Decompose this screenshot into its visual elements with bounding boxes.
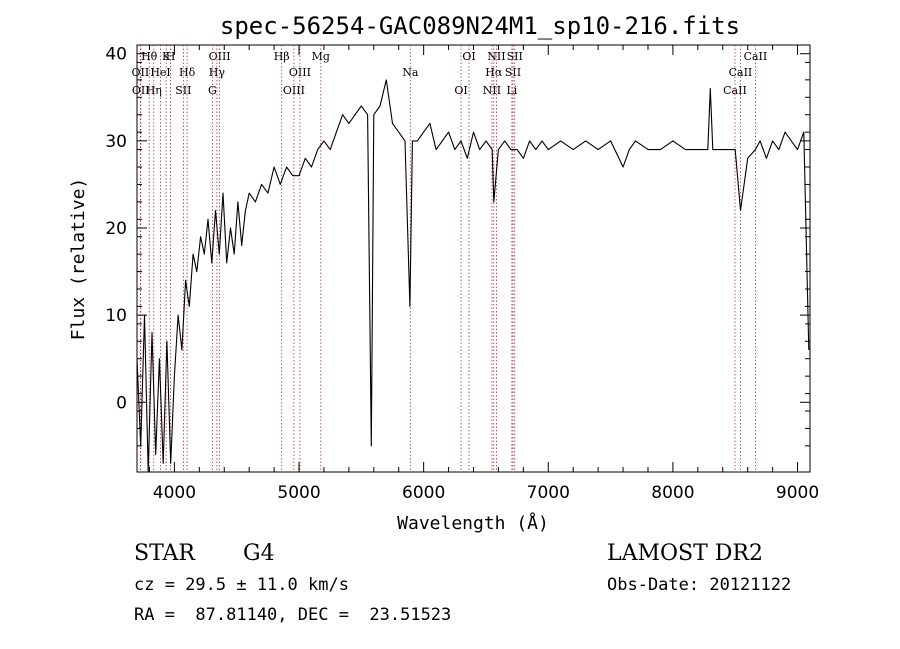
x-tick-label: 9000 [776, 483, 819, 503]
redshift-cz: cz = 29.5 ± 11.0 km/s [134, 575, 349, 595]
line-id-label: CaII [723, 84, 747, 97]
line-id-label: OII [132, 66, 150, 79]
line-id-label: Na [402, 66, 419, 79]
line-id-markers: HθOIIOIIKHeIHηHHδSIIOIIIHγGHβOIIIOIIIMgN… [132, 45, 768, 472]
line-id-label: Hη [146, 84, 162, 97]
x-tick-label: 5000 [277, 483, 320, 503]
line-id-label: HeI [150, 66, 170, 79]
y-tick-label: 20 [105, 219, 127, 239]
line-id-label: CaII [744, 50, 768, 63]
y-axis-label: Flux (relative) [68, 178, 89, 341]
line-id-label: G [208, 84, 217, 97]
line-id-label: SII [175, 84, 191, 97]
x-tick-label: 8000 [651, 483, 694, 503]
x-axis-label: Wavelength (Å) [397, 512, 549, 534]
line-id-label: OI [454, 84, 467, 97]
line-id-label: OIII [283, 84, 305, 97]
line-id-label: Mg [312, 50, 330, 63]
line-id-label: SII [505, 66, 521, 79]
line-id-label: Hθ [141, 50, 158, 63]
line-id-label: OI [462, 50, 475, 63]
line-id-label: OIII [209, 50, 231, 63]
line-id-label: NII [487, 50, 505, 63]
x-tick-label: 7000 [527, 483, 570, 503]
x-tick-label: 4000 [153, 483, 196, 503]
spectrum-series [136, 79, 810, 473]
axis-ticks: 4000 5000 6000 7000 8000 9000 0 10 20 30 40 [105, 45, 819, 503]
line-id-label: Li [506, 84, 517, 97]
survey-name: LAMOST DR2 [607, 541, 763, 566]
line-id-label: Hβ [274, 50, 290, 63]
line-id-label: H [166, 50, 176, 63]
line-id-label: NII [483, 84, 501, 97]
line-id-label: Hα [485, 66, 503, 79]
line-id-label: Hδ [179, 66, 196, 79]
coordinates: RA = 87.81140, DEC = 23.51523 [134, 605, 451, 625]
chart-title: spec-56254-GAC089N24M1_sp10-216.fits [220, 12, 740, 40]
observation-date: Obs-Date: 20121122 [607, 575, 791, 595]
line-id-label: Hγ [209, 66, 226, 79]
object-class: STAR [134, 541, 196, 566]
line-id-label: OIII [289, 66, 311, 79]
y-tick-label: 40 [105, 45, 127, 65]
object-subclass: G4 [243, 541, 275, 566]
line-id-label: OII [132, 84, 150, 97]
y-tick-label: 0 [116, 393, 127, 413]
line-id-label: K [162, 50, 171, 63]
y-tick-label: 10 [105, 306, 127, 326]
line-id-label: SII [507, 50, 523, 63]
y-tick-label: 30 [105, 132, 127, 152]
x-tick-label: 6000 [402, 483, 445, 503]
line-id-label: CaII [729, 66, 753, 79]
spectrum-line [136, 79, 810, 473]
